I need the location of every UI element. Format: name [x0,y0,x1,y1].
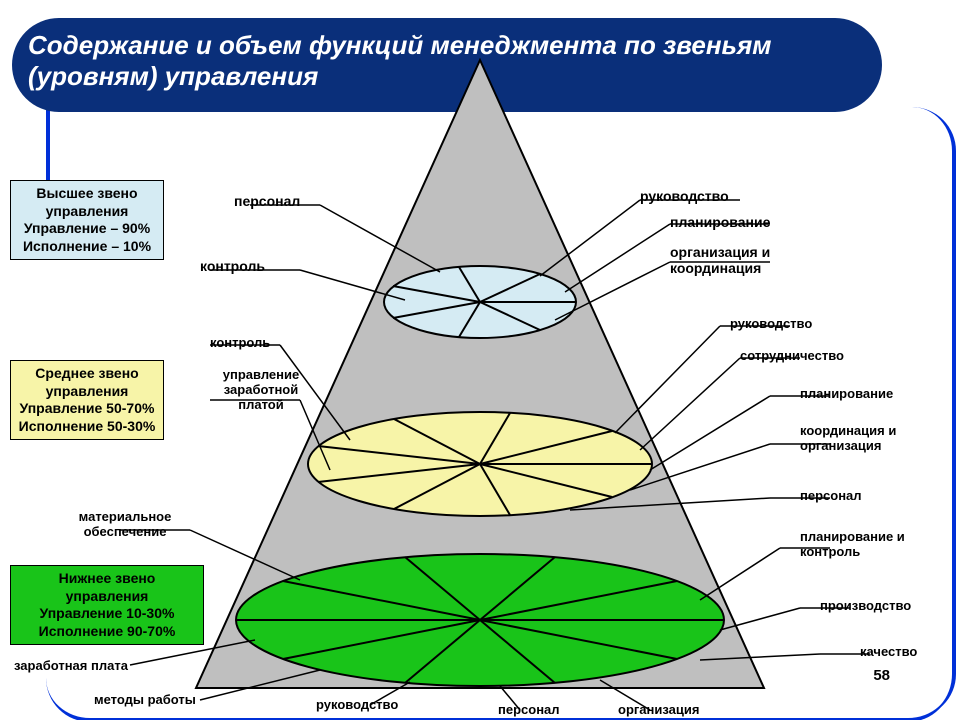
page-number: 58 [873,667,890,684]
level-box-bot: Нижнее звено управления Управление 10-30… [10,565,204,645]
lbl-mid-left-0: контроль [210,335,270,350]
lbl-mid-right-1: сотрудничество [740,348,844,363]
level-top-name: Высшее звено управления [17,185,157,220]
lbl-bot-right-0: планирование и контроль [800,530,940,560]
disc-middle [308,412,652,516]
level-top-exec: Исполнение – 10% [17,238,157,256]
lbl-mid-right-3: координация и организация [800,424,940,454]
lbl-mid-right-2: планирование [800,386,893,401]
lbl-bot-left-1: заработная плата [14,658,128,673]
lbl-mid-right-0: руководство [730,316,812,331]
slide-stage: Содержание и объем функций менеджмента п… [0,0,960,720]
level-bot-name: Нижнее звено управления [17,570,197,605]
level-mid-name: Среднее звено управления [17,365,157,400]
lbl-top-right-2: организация и координация [670,244,830,276]
level-mid-mgmt: Управление 50-70% [17,400,157,418]
level-top-mgmt: Управление – 90% [17,220,157,238]
disc-top [384,266,576,338]
lbl-top-left-0: персонал [234,193,300,209]
lbl-top-right-0: руководство [640,188,729,204]
lbl-bot-bottom-0: руководство [316,697,398,712]
lbl-mid-left-1: управление заработной платой [206,368,316,413]
lbl-bot-left-2: методы работы [94,692,196,707]
disc-bottom [236,554,724,686]
lbl-bot-bottom-1: персонал [498,702,560,717]
lbl-top-left-1: контроль [200,258,265,274]
lbl-bot-right-2: качество [860,644,917,659]
level-box-mid: Среднее звено управления Управление 50-7… [10,360,164,440]
lbl-top-right-1: планирование [670,214,770,230]
level-bot-mgmt: Управление 10-30% [17,605,197,623]
level-box-top: Высшее звено управления Управление – 90%… [10,180,164,260]
lbl-bot-left-0: материальное обеспечение [60,510,190,540]
lbl-bot-right-1: производство [820,598,911,613]
level-bot-exec: Исполнение 90-70% [17,623,197,641]
lbl-mid-right-4: персонал [800,488,862,503]
lbl-bot-bottom-2: организация [618,702,699,717]
level-mid-exec: Исполнение 50-30% [17,418,157,436]
